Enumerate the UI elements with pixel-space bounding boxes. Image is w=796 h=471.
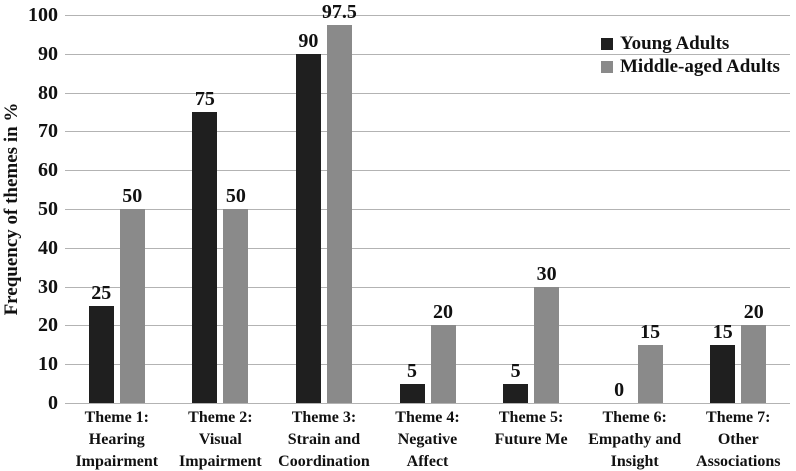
x-axis-label-theme-2: Theme 2: Visual Impairment — [179, 409, 262, 470]
y-tick-label: 50 — [38, 198, 58, 220]
bar-value-label: 0 — [614, 379, 625, 401]
x-axis-label-theme-4: Theme 4: Negative Affect — [395, 409, 460, 470]
y-tick-label: 20 — [38, 314, 58, 337]
legend-item-young-adults: Young Adults — [601, 32, 780, 55]
bar-middle-aged-adults-theme-3 — [326, 24, 352, 403]
bar-young-adults-theme-7 — [710, 344, 736, 403]
bar-value-label: 15 — [712, 320, 733, 343]
bar-young-adults-theme-2 — [192, 112, 218, 403]
gridline — [65, 209, 790, 210]
legend-label-middle-aged-adults: Middle-aged Adults — [620, 55, 780, 77]
bar-middle-aged-adults-theme-4 — [430, 325, 456, 403]
bar-value-label: 25 — [91, 282, 112, 304]
bar-value-label: 30 — [536, 262, 557, 285]
bar-young-adults-theme-5 — [503, 383, 529, 403]
bar-value-label: 90 — [298, 29, 319, 52]
bar-young-adults-theme-1 — [88, 306, 114, 403]
bar-value-label: 50 — [225, 185, 246, 207]
y-tick-label: 70 — [38, 120, 58, 143]
gridline — [65, 286, 790, 288]
gridline — [65, 92, 790, 94]
bar-value-label: 15 — [640, 320, 661, 343]
x-axis-label-theme-6: Theme 6: Empathy and Insight — [588, 409, 682, 470]
bar-value-label: 5 — [510, 359, 521, 382]
bar-value-label: 97.5 — [321, 0, 357, 23]
gridline — [65, 247, 790, 249]
legend-label-young-adults: Young Adults — [620, 32, 730, 54]
gridline — [65, 325, 790, 327]
gridline — [65, 364, 790, 366]
x-axis-label-theme-3: Theme 3: Strain and Coordination — [278, 409, 370, 470]
gridline — [65, 403, 790, 404]
legend-swatch-young-adults — [601, 37, 613, 50]
x-axis-label-theme-5: Theme 5: Future Me — [494, 409, 568, 448]
bar-value-label: 20 — [433, 301, 453, 324]
legend-swatch-middle-aged-adults — [601, 60, 613, 73]
bar-middle-aged-adults-theme-5 — [534, 286, 560, 403]
bar-middle-aged-adults-theme-1 — [119, 209, 145, 403]
gridline — [65, 170, 790, 172]
y-tick-label: 60 — [38, 159, 58, 182]
y-tick-label: 10 — [38, 353, 58, 376]
bar-value-label: 20 — [743, 301, 764, 324]
bar-value-label: 75 — [194, 88, 215, 110]
y-tick-label: 0 — [48, 392, 58, 414]
bar-middle-aged-adults-theme-6 — [637, 344, 663, 403]
bar-middle-aged-adults-theme-7 — [741, 325, 767, 403]
y-tick-label: 90 — [38, 42, 58, 65]
bar-young-adults-theme-3 — [295, 53, 321, 403]
plot-area: 25 50 75 50 90 97.5 5 20 5 30 0 15 15 20 — [65, 1, 790, 404]
bar-young-adults-theme-4 — [399, 383, 425, 403]
gridline — [65, 131, 790, 133]
legend: Young Adults Middle-aged Adults — [601, 32, 780, 78]
gridline — [65, 15, 790, 16]
x-axis-labels: Theme 1: Hearing Impairment Theme 2: Visu… — [65, 407, 790, 471]
y-tick-label: 100 — [28, 4, 58, 26]
bar-value-label: 50 — [122, 185, 143, 207]
bar-middle-aged-adults-theme-2 — [223, 209, 249, 403]
gridline — [65, 53, 790, 55]
x-axis-label-theme-1: Theme 1: Hearing Impairment — [75, 409, 159, 470]
x-axis-label-theme-7: Theme 7: Other Associations — [696, 409, 781, 470]
legend-item-middle-aged-adults: Middle-aged Adults — [601, 55, 780, 78]
y-tick-label: 30 — [38, 275, 58, 298]
y-tick-label: 40 — [38, 236, 58, 259]
y-tick-label: 80 — [38, 81, 58, 104]
bar-value-label: 5 — [407, 359, 417, 382]
